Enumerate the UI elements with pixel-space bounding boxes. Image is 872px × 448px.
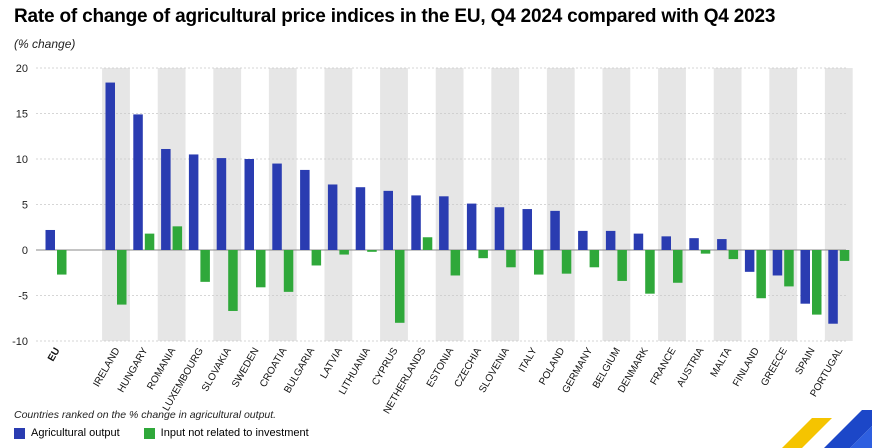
bar-input-not-related (673, 250, 683, 283)
legend-swatch-input-not-related (143, 427, 155, 439)
bar-agricultural-output (355, 187, 366, 250)
x-tick-label: CZECHIA (453, 346, 485, 390)
bar-input-not-related (57, 250, 67, 275)
bar-input-not-related (256, 250, 266, 288)
bar-agricultural-output (300, 169, 310, 250)
bar-input-not-related (311, 250, 322, 266)
bar-input-not-related (228, 250, 238, 311)
eurostat-logo-icon (782, 410, 872, 448)
bar-input-not-related (700, 250, 711, 254)
bar-agricultural-output (661, 236, 671, 250)
bar-agricultural-output (828, 250, 838, 324)
x-tick-label: ESTONIA (425, 346, 457, 390)
bar-agricultural-output (439, 196, 449, 250)
bar-input-not-related (339, 250, 349, 255)
bar-input-not-related (117, 250, 127, 305)
bar-agricultural-output (244, 159, 254, 250)
y-tick-label: 20 (16, 63, 28, 75)
chart-subtitle: (% change) (14, 37, 76, 51)
bar-agricultural-output (272, 163, 282, 250)
x-tick-label: MALTA (709, 346, 735, 379)
bar-agricultural-output (550, 210, 560, 250)
bar-input-not-related (172, 226, 183, 250)
bar-agricultural-output (216, 158, 227, 250)
bar-input-not-related (728, 250, 739, 260)
bar-input-not-related (200, 250, 210, 282)
bar-agricultural-output (689, 238, 699, 250)
bar-agricultural-output (327, 184, 338, 250)
bar-input-not-related (645, 250, 655, 294)
bar-agricultural-output (717, 239, 727, 250)
x-tick-label: AUSTRIA (675, 346, 706, 389)
legend-label-input-not-related: Input not related to investment (160, 427, 309, 439)
y-tick-label: 15 (16, 109, 28, 121)
x-tick-label: ITALY (517, 346, 540, 375)
bar-input-not-related (422, 237, 433, 250)
bar-input-not-related (784, 250, 794, 287)
legend-swatch-agricultural-output (14, 427, 25, 439)
x-tick-label: FRANCE (649, 346, 679, 387)
bar-agricultural-output (105, 82, 115, 250)
bar-agricultural-output (578, 230, 588, 250)
bar-input-not-related (478, 250, 488, 259)
bar-input-not-related (617, 250, 627, 281)
bar-agricultural-output (772, 250, 783, 276)
x-tick-label: POLAND (537, 346, 567, 387)
x-tick-label: CYPRUS (370, 346, 401, 388)
x-tick-label: EU (46, 346, 62, 364)
bar-agricultural-output (494, 207, 505, 250)
x-tick-label: SPAIN (793, 346, 817, 377)
legend-item-input-not-related: Input not related to investment (143, 427, 309, 439)
x-tick-label: GREECE (759, 346, 790, 388)
bar-input-not-related (812, 250, 822, 315)
y-tick-label: 0 (22, 245, 28, 257)
chart-legend: Agricultural output Input not related to… (14, 427, 333, 439)
chart-title: Rate of change of agricultural price ind… (14, 6, 776, 27)
bar-agricultural-output (383, 190, 393, 250)
y-tick-label: -10 (12, 336, 28, 348)
x-tick-label: IRELAND (91, 346, 122, 389)
bar-input-not-related (367, 250, 377, 252)
bar-agricultural-output (633, 233, 644, 250)
x-tick-label: FINLAND (731, 346, 762, 389)
chart-footnote: Countries ranked on the % change in agri… (14, 409, 277, 421)
bar-input-not-related (561, 250, 572, 274)
bar-input-not-related (283, 250, 294, 292)
y-tick-label: -5 (18, 291, 28, 303)
bar-input-not-related (450, 250, 461, 276)
x-tick-label: LATVIA (319, 346, 346, 381)
bar-agricultural-output (800, 250, 810, 304)
bar-input-not-related (534, 250, 544, 275)
y-tick-label: 5 (22, 200, 28, 212)
bar-agricultural-output (133, 114, 143, 250)
bar-input-not-related (395, 250, 405, 323)
legend-label-agricultural-output: Agricultural output (31, 427, 120, 439)
legend-item-agricultural-output: Agricultural output (14, 427, 120, 439)
bar-agricultural-output (605, 230, 616, 250)
bar-agricultural-output (522, 209, 532, 250)
bar-agricultural-output (161, 148, 171, 250)
bar-input-not-related (144, 233, 155, 250)
bar-input-not-related (756, 250, 766, 299)
bar-agricultural-output (411, 195, 421, 250)
bar-agricultural-output (45, 229, 55, 250)
bar-input-not-related (589, 250, 600, 268)
bar-agricultural-output (188, 154, 199, 250)
bar-agricultural-output (466, 203, 477, 250)
y-tick-label: 10 (16, 154, 28, 166)
bar-input-not-related (839, 250, 850, 261)
x-tick-label: BELGIUM (591, 346, 623, 390)
bar-input-not-related (506, 250, 516, 268)
bar-agricultural-output (744, 250, 755, 272)
x-tick-label: SWEDEN (230, 346, 261, 390)
x-tick-label: CROATIA (258, 346, 290, 390)
